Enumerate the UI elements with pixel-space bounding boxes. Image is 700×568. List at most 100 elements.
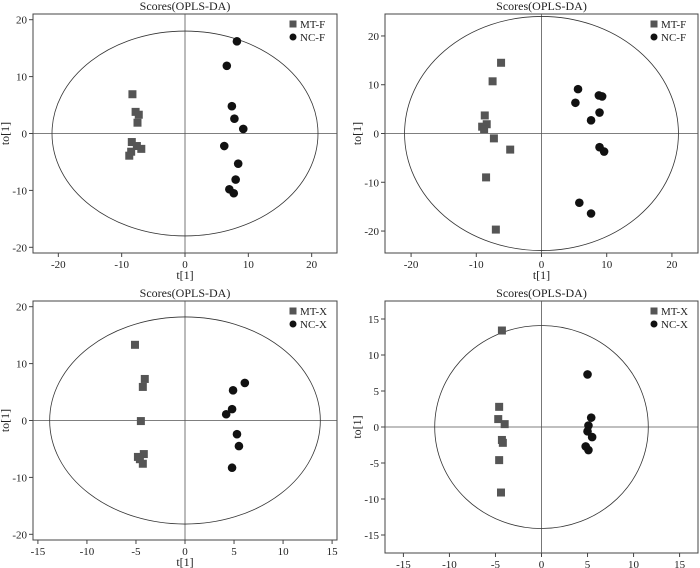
data-point-circle (573, 84, 583, 94)
x-tick-label: 0 (182, 259, 188, 271)
legend-label: MT-F (661, 19, 686, 31)
chart-title: Scores(OPLS-DA) (140, 286, 231, 300)
chart-panel-2: Scores(OPLS-DA) -20 -10 0 10 20 -20 -10 0 10 20 t[1… (350, 0, 699, 282)
data-point-circle (583, 427, 592, 436)
x-tick-label: 5 (231, 546, 237, 558)
legend-marker-square (289, 307, 297, 315)
x-tick-label: 0 (539, 259, 545, 271)
y-tick-label: 10 (368, 80, 380, 92)
x-tick-label: 10 (278, 546, 290, 558)
legend-marker-circle (289, 320, 297, 328)
legend-marker-circle (289, 33, 297, 41)
x-tick-label: -20 (404, 259, 419, 271)
x-tick-label: -5 (491, 559, 501, 568)
series-mt-x (494, 326, 509, 497)
data-point-square (497, 58, 506, 67)
y-tick-label: -20 (364, 226, 379, 238)
x-tick-label: 20 (666, 259, 678, 271)
x-tick-label: 5 (585, 559, 591, 568)
legend-marker-square (289, 20, 297, 28)
chart-panel-4: Scores(OPLS-DA) -15 -10 -5 0 5 10 15 -15 -10 -5 0 5 1… (350, 286, 699, 568)
series-nc-x (581, 370, 597, 455)
chart-title: Scores(OPLS-DA) (496, 0, 587, 13)
data-point-square (134, 110, 143, 119)
data-point-square (489, 134, 498, 143)
data-point-square (125, 151, 134, 160)
data-point-circle (584, 445, 593, 455)
data-point-circle (234, 441, 244, 451)
legend-label: NC-X (300, 319, 327, 331)
data-point-square (135, 455, 144, 464)
x-tick-label: 15 (674, 559, 686, 568)
legend-label: MT-X (661, 306, 688, 318)
y-tick-label: 10 (368, 350, 380, 362)
series-nc-f (571, 84, 609, 218)
data-point-square (495, 402, 504, 411)
data-point-circle (232, 429, 242, 439)
confidence-ellipse (434, 325, 649, 529)
x-tick-label: -5 (131, 546, 141, 558)
y-axis-label: to[1] (350, 122, 364, 145)
data-point-circle (599, 147, 609, 156)
data-point-circle (232, 37, 242, 46)
legend: MT-XNC-X (289, 306, 327, 331)
y-tick-label: 20 (368, 31, 380, 43)
legend-label: NC-F (300, 32, 325, 44)
data-point-circle (595, 108, 604, 117)
x-tick-label: 15 (327, 546, 339, 558)
y-tick-label: 0 (374, 422, 380, 434)
x-tick-label: 20 (306, 259, 318, 271)
legend-label: MT-F (300, 19, 325, 31)
series-mt-f (125, 90, 146, 160)
data-point-square (138, 382, 147, 391)
data-point-square (133, 118, 142, 127)
legend-label: NC-X (661, 319, 688, 331)
series-mt-x (130, 340, 149, 468)
legend-marker-circle (650, 320, 658, 328)
data-point-square (506, 145, 515, 154)
series-mt-f (478, 58, 515, 234)
data-point-circle (227, 101, 237, 111)
y-tick-label: 15 (368, 314, 380, 326)
y-tick-label: 0 (22, 416, 28, 428)
data-point-circle (228, 386, 238, 395)
data-point-square (497, 326, 506, 335)
legend-marker-circle (650, 33, 658, 41)
data-point-circle (586, 116, 596, 125)
x-axis-label: t[1] (533, 268, 550, 282)
data-point-circle (597, 92, 607, 101)
data-point-circle (231, 175, 240, 184)
data-point-square (128, 90, 137, 99)
chart-panel-3: Scores(OPLS-DA) -15 -10 -5 0 5 10 15 -20 -10 0 10 20… (0, 286, 338, 568)
y-tick-label: -5 (370, 458, 380, 470)
data-point-circle (583, 370, 592, 379)
y-axis-label: to[1] (0, 409, 12, 432)
legend-label: NC-F (661, 32, 686, 44)
x-tick-label: -10 (469, 259, 484, 271)
data-point-circle (233, 159, 243, 168)
y-tick-label: 20 (16, 302, 28, 314)
y-tick-label: 0 (374, 129, 380, 141)
y-axis-label: to[1] (350, 415, 364, 438)
data-point-circle (229, 188, 239, 198)
data-point-square (491, 225, 500, 234)
data-point-square (130, 340, 139, 349)
data-point-circle (587, 432, 597, 442)
x-tick-label: -10 (80, 546, 95, 558)
legend: MT-XNC-X (650, 306, 688, 331)
data-point-circle (238, 124, 248, 134)
x-tick-label: 10 (628, 559, 640, 568)
data-point-square (494, 415, 503, 424)
data-point-square (500, 420, 509, 429)
data-point-square (137, 144, 146, 153)
data-point-circle (575, 198, 584, 208)
y-tick-label: 20 (16, 15, 28, 27)
y-tick-label: -10 (12, 472, 27, 484)
y-tick-label: 10 (16, 72, 28, 84)
data-point-square (482, 120, 491, 129)
x-axis-label: t[1] (176, 268, 193, 282)
y-tick-label: 5 (374, 386, 380, 398)
y-tick-label: -10 (12, 185, 27, 197)
data-point-circle (571, 98, 580, 108)
data-point-square (498, 438, 507, 447)
